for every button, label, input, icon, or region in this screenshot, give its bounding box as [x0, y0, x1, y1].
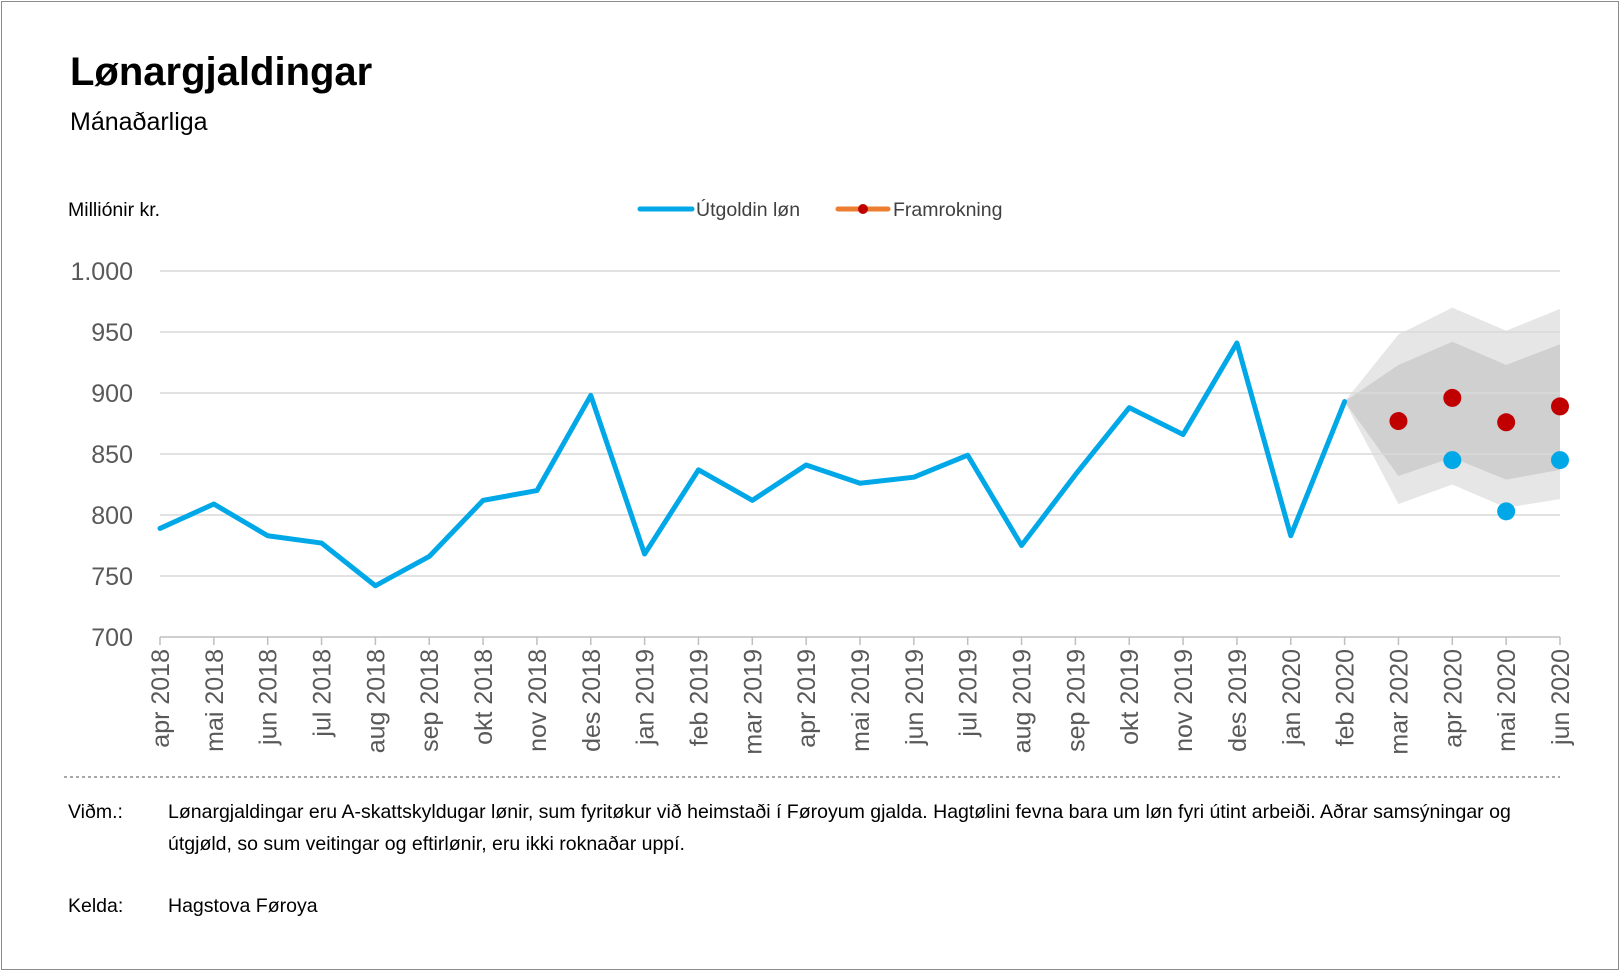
data-series [157, 340, 1569, 589]
point-framrokning [1443, 388, 1462, 407]
point-utgoldin [1551, 451, 1569, 470]
y-tick-label: 800 [91, 502, 133, 530]
x-tick-label: jan 2020 [1278, 649, 1306, 746]
source-label: Kelda: [68, 895, 124, 917]
x-tick-label: nov 2018 [524, 649, 552, 752]
y-tick-label: 950 [91, 319, 133, 347]
y-tick-label: 750 [91, 563, 133, 591]
x-tick-label: mai 2020 [1493, 649, 1521, 752]
x-tick-label: mar 2019 [739, 649, 767, 755]
x-tick-label: des 2018 [578, 649, 606, 752]
point-utgoldin [1497, 502, 1516, 521]
x-tick-label: feb 2020 [1332, 649, 1360, 746]
point-framrokning [1551, 397, 1569, 416]
x-tick-label: apr 2019 [793, 649, 821, 748]
x-tick-label: jul 2019 [955, 649, 983, 738]
point-framrokning [1389, 412, 1408, 431]
y-tick-label: 700 [91, 624, 133, 652]
note-row: Viðm.: Lønargjaldingar eru A-skattskyldu… [68, 796, 1548, 860]
y-tick-label: 850 [91, 441, 133, 469]
note-text: Lønargjaldingar eru A-skattskyldugar løn… [168, 801, 1511, 855]
x-tick-label: nov 2019 [1170, 649, 1198, 752]
x-tick-label: jan 2019 [632, 649, 660, 746]
legend-label-utgoldin: Útgoldin løn [696, 198, 800, 221]
x-tick-label: des 2019 [1224, 649, 1252, 752]
source-row: Kelda: Hagstova Føroya [68, 890, 1548, 922]
x-tick-label: apr 2020 [1439, 649, 1467, 748]
x-tick-label: okt 2019 [1116, 649, 1144, 745]
x-tick-label: jul 2018 [309, 649, 337, 738]
chart-title: Lønargjaldingar [70, 50, 373, 94]
y-tick-label: 900 [91, 380, 133, 408]
x-tick-label: apr 2018 [147, 649, 175, 748]
x-tick-label: mai 2019 [847, 649, 875, 752]
y-tick-labels: 700 750 800 850 900 950 1.000 [70, 258, 133, 652]
series-line-utgoldin [157, 340, 1348, 589]
x-tick-label: jun 2020 [1547, 649, 1575, 746]
x-tick-label: mar 2020 [1385, 649, 1413, 755]
note-label: Viðm.: [68, 801, 123, 823]
x-tick-label: feb 2019 [685, 649, 713, 746]
x-tick-label: aug 2018 [362, 649, 390, 753]
point-framrokning [1497, 413, 1516, 432]
legend: Útgoldin løn Framrokning [637, 198, 1002, 221]
x-tick-label: jun 2019 [901, 649, 929, 746]
band-inner [1344, 341, 1560, 480]
x-tick-label: mai 2018 [201, 649, 229, 752]
y-tick-label: 1.000 [70, 258, 133, 286]
x-tick-label: sep 2019 [1062, 649, 1090, 752]
point-utgoldin [1443, 451, 1462, 470]
source-text: Hagstova Føroya [168, 895, 318, 917]
notes-section: Viðm.: Lønargjaldingar eru A-skattskyldu… [68, 796, 1548, 922]
x-axis: apr 2018 mai 2018 jun 2018 jul 2018 aug 2018… [147, 637, 1575, 755]
x-tick-label: okt 2018 [470, 649, 498, 745]
x-tick-label: jun 2018 [255, 649, 283, 746]
chart-subtitle: Mánaðarliga [70, 108, 208, 136]
legend-label-framrokning: Framrokning [893, 199, 1002, 221]
x-tick-label: sep 2018 [416, 649, 444, 752]
legend-marker-framrokning [858, 204, 868, 214]
y-axis-label: Milliónir kr. [68, 199, 160, 221]
x-tick-label: aug 2019 [1009, 649, 1037, 753]
forecast-bands [1344, 307, 1560, 508]
